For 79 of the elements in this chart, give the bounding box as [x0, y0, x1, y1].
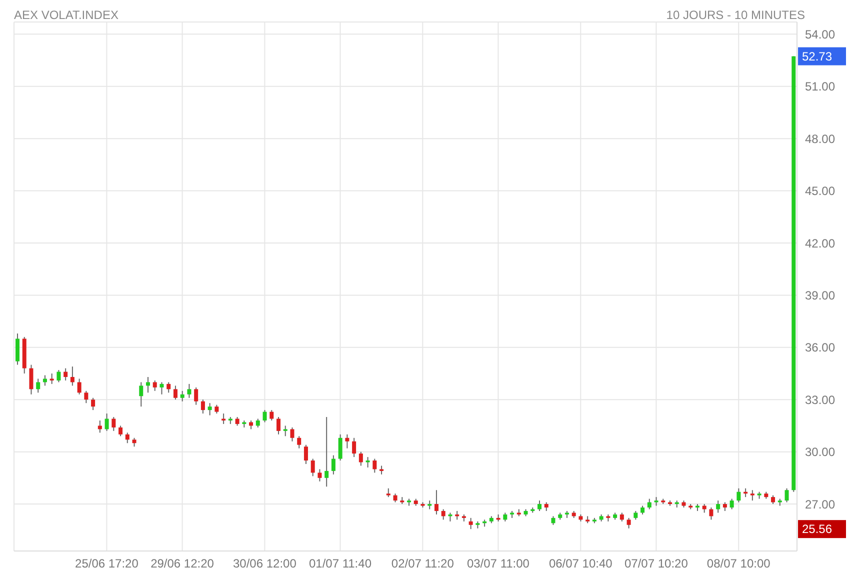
candlestick [16, 332, 20, 366]
y-tick-label: 30.00 [805, 445, 836, 460]
candlestick [270, 410, 274, 421]
x-tick-label: 06/07 10:40 [548, 556, 613, 571]
x-tick-label: 03/07 11:00 [466, 556, 530, 571]
candlestick [139, 382, 144, 408]
chart-subtitle: 10 JOURS - 10 MINUTES [666, 8, 805, 22]
candlestick [173, 385, 178, 400]
y-tick-label: 33.00 [805, 392, 836, 407]
candlestick [434, 490, 438, 515]
candlestick [318, 468, 322, 482]
candlestick [112, 416, 116, 432]
candlestick [166, 382, 171, 394]
candlestick [331, 454, 336, 475]
x-tick-label: 08/07 10:00 [706, 556, 771, 571]
candlestick [626, 517, 631, 529]
candlestick [118, 425, 123, 437]
candlestick [338, 434, 342, 462]
candlestick [50, 373, 54, 384]
candlestick [468, 517, 473, 530]
candlestick [345, 434, 350, 449]
x-tick-label: 02/07 11:20 [391, 556, 454, 571]
candlestick [146, 376, 150, 394]
candlestick [187, 383, 192, 398]
candlestick [709, 506, 714, 520]
candlestick [160, 382, 164, 395]
candlestick [304, 444, 308, 464]
x-tick-label: 30/06 12:00 [232, 556, 297, 571]
candlestick [70, 366, 74, 386]
text: 52.73 [802, 49, 832, 64]
candlestick [84, 390, 88, 404]
candlestick [324, 416, 329, 488]
candlestick [290, 426, 294, 442]
text: 25.56 [802, 522, 832, 536]
candlestick [152, 380, 157, 392]
candlestick [29, 364, 34, 395]
candlestick [358, 451, 363, 466]
candlestick [730, 498, 734, 510]
candlestick [200, 399, 205, 414]
candlestick [208, 402, 212, 416]
candlestick [125, 432, 130, 444]
candlestick [647, 498, 652, 510]
y-tick-label: 42.00 [805, 236, 836, 250]
chart-title: AEX VOLAT.INDEX [14, 8, 118, 22]
candlestick [262, 410, 267, 423]
candlestick [64, 368, 68, 381]
candlestick [750, 490, 754, 502]
candlestick [180, 390, 184, 402]
candlestick [194, 386, 198, 406]
candlestick [36, 378, 40, 394]
y-tick-label: 54.00 [805, 27, 836, 42]
candlestick [441, 508, 446, 520]
y-tick-label: 36.00 [805, 340, 836, 355]
y-tick-label: 39.00 [805, 288, 836, 302]
candlestick [310, 458, 315, 477]
candlestick [42, 374, 47, 386]
candlestick [77, 378, 82, 395]
candlestick [538, 500, 542, 512]
candlestick [276, 416, 280, 435]
y-tick-label: 51.00 [805, 80, 836, 94]
y-tick-label: 27.00 [805, 497, 836, 512]
x-tick-label: 25/06 17:20 [75, 556, 139, 571]
candlestick [784, 488, 789, 503]
x-tick-label: 01/07 11:40 [308, 556, 372, 571]
candlestick [98, 420, 102, 434]
candlestick [297, 436, 302, 449]
x-tick-label: 07/07 10:20 [624, 556, 688, 571]
candlestick [56, 370, 61, 383]
y-tick-label: 48.00 [805, 132, 836, 146]
y-tick-label: 45.00 [805, 184, 836, 198]
candlestick [104, 413, 109, 432]
candlestick [716, 500, 720, 514]
candlestick [91, 397, 96, 411]
candlestick [372, 458, 377, 474]
candlestick [283, 425, 288, 437]
candlestick [352, 437, 356, 458]
candlestick [736, 488, 741, 503]
x-tick-label: 29/06 12:20 [150, 556, 214, 571]
candlestick [366, 456, 370, 468]
